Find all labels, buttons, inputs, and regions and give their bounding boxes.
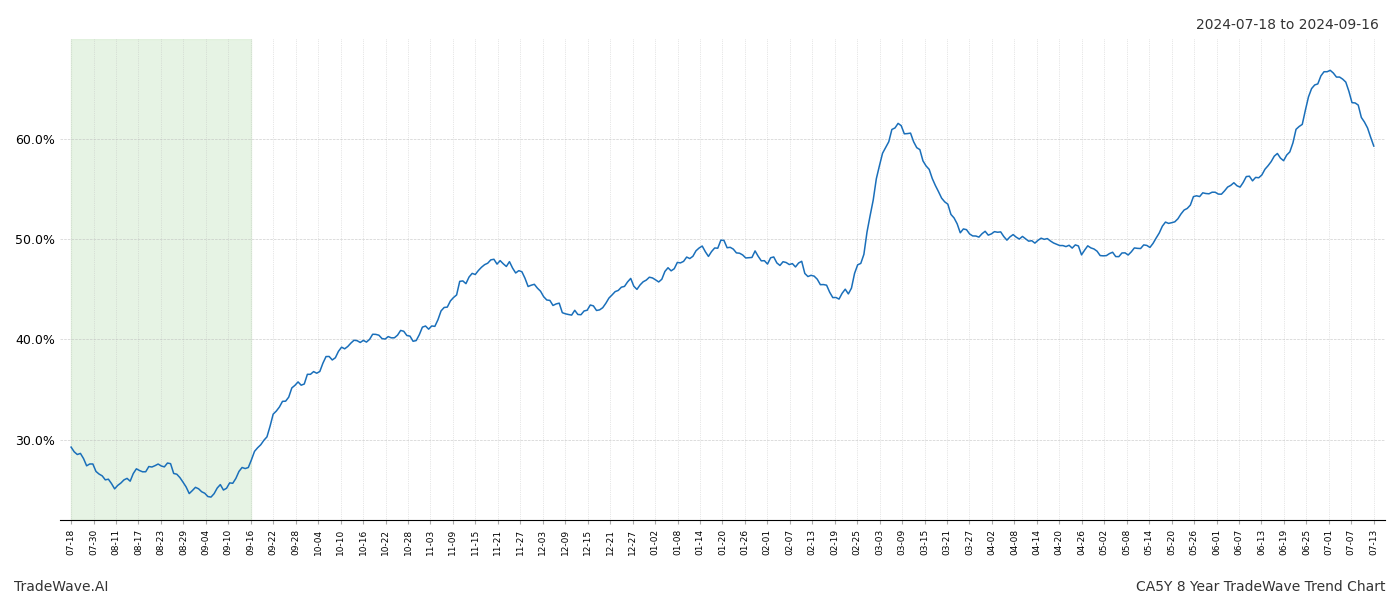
Text: CA5Y 8 Year TradeWave Trend Chart: CA5Y 8 Year TradeWave Trend Chart — [1137, 580, 1386, 594]
Text: 2024-07-18 to 2024-09-16: 2024-07-18 to 2024-09-16 — [1196, 18, 1379, 32]
Bar — [71, 39, 251, 520]
Text: TradeWave.AI: TradeWave.AI — [14, 580, 108, 594]
